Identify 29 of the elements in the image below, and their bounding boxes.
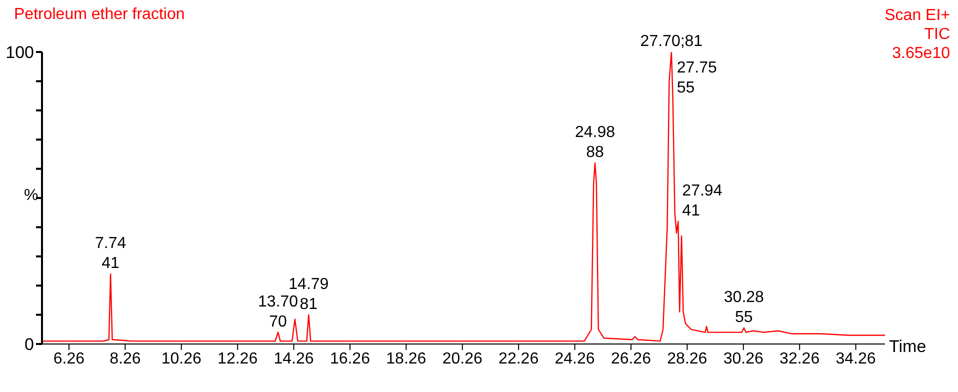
annotation: 13.70 70 [258,293,298,330]
x-tick-label: 34.26 [836,350,876,368]
x-tick-label: 30.26 [723,350,764,368]
chart-title: Petroleum ether fraction [14,6,185,24]
annotation: 7.74 41 [94,234,126,272]
x-tick-label: 26.26 [610,350,652,368]
x-tick-label: 22.26 [498,350,539,368]
x-tick-label: 6.26 [53,350,85,368]
annotation: 27.75 55 [676,60,717,97]
y-tick-label: 0 [24,335,34,354]
x-tick-label: 24.26 [554,350,595,368]
x-tick-label: 14.26 [274,350,314,368]
y-tick-label: 100 [6,43,34,62]
annotation: 27.70;81 [640,33,703,50]
line-series [42,52,885,342]
annotation: 24.98 88 [574,124,616,161]
x-tick-label: 12.26 [218,350,258,368]
annotation: 30.28 55 [724,288,764,326]
x-tick-label: 28.26 [667,350,708,368]
x-tick-label: 16.26 [330,350,370,368]
x-tick-label: 20.26 [442,350,482,368]
x-tick-label: 8.26 [110,350,141,368]
x-axis-title: Time [889,337,926,357]
x-tick-label: 10.26 [161,350,202,368]
x-tick-label: 18.26 [386,350,426,368]
x-tick-label: 32.26 [780,350,820,368]
annotation: 27.94 41 [682,182,722,220]
annotation: Scan EI+ TIC 3.65e10 [884,6,950,63]
y-axis-title: % [24,187,38,205]
